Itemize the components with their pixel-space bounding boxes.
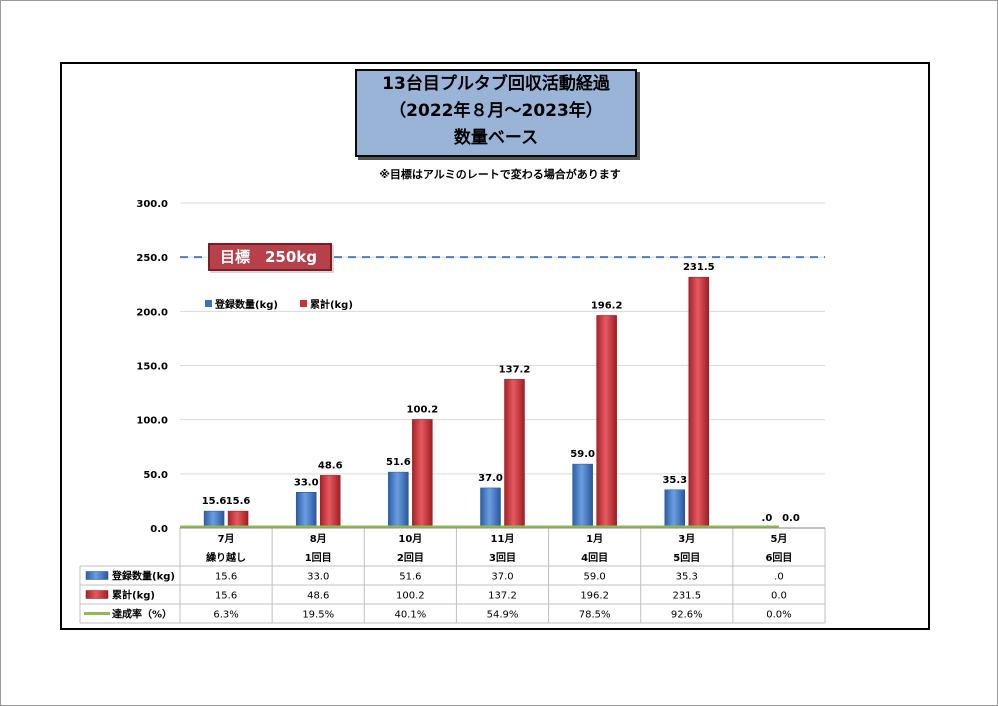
table-cell: 0.0 — [771, 591, 787, 602]
legend-label-registered: 登録数量(kg) — [215, 300, 278, 311]
target-label: 目標 250kg — [208, 243, 332, 271]
subcategory-label: 4回目 — [581, 552, 608, 564]
bar-registered — [572, 463, 593, 529]
table-cell: 19.5% — [302, 610, 334, 621]
category-label: 5月 — [770, 533, 787, 545]
table-cell: 92.6% — [671, 610, 703, 621]
table-series-name: 登録数量(kg) — [111, 570, 175, 583]
bar-cumulative — [227, 510, 249, 529]
bar-cumulative — [596, 315, 617, 529]
y-tick-label: 300.0 — [136, 199, 168, 210]
table-cell: 137.2 — [488, 591, 517, 602]
table-cell: 196.2 — [580, 591, 609, 602]
table-series-name: 達成率（%） — [112, 608, 172, 621]
chart-title-line3: 数量ベース — [453, 128, 539, 148]
category-label: 11月 — [491, 533, 515, 545]
category-label: 1月 — [586, 533, 603, 545]
legend: 登録数量(kg) 累計(kg) — [205, 296, 353, 311]
table-cell: 51.6 — [399, 572, 421, 583]
data-label-cumulative: 196.2 — [591, 300, 623, 311]
bar-registered — [480, 487, 501, 529]
subcategory-label: 6回目 — [765, 552, 792, 564]
chart-note: ※目標はアルミのレートで変わる場合があります — [379, 168, 621, 181]
y-tick-label: 150.0 — [136, 362, 168, 373]
table-cell: 35.3 — [676, 572, 698, 583]
bar-registered — [203, 510, 225, 529]
table-cell: 6.3% — [213, 610, 238, 621]
bar-registered — [664, 489, 686, 529]
legend-label-cumulative: 累計(kg) — [309, 300, 353, 311]
table-cell: 231.5 — [672, 591, 701, 602]
table-cell: 54.9% — [487, 610, 519, 621]
y-tick-label: 200.0 — [136, 307, 168, 318]
legend-swatch-blue — [205, 300, 212, 307]
bar-registered — [388, 471, 409, 529]
subcategory-label: 3回目 — [489, 552, 516, 564]
data-label-cumulative: 48.6 — [318, 460, 343, 471]
subcategory-label: 2回目 — [397, 552, 424, 564]
data-label-cumulative: 100.2 — [407, 404, 439, 415]
table-cell: 48.6 — [307, 591, 329, 602]
table-legend-key — [85, 590, 109, 599]
subcategory-label: 5回目 — [673, 552, 700, 564]
data-label-cumulative: 137.2 — [499, 364, 531, 375]
subcategory-label: 1回目 — [305, 552, 332, 564]
table-cell: 33.0 — [307, 572, 329, 583]
data-label-registered: 59.0 — [570, 449, 595, 460]
data-label-cumulative: 15.6 — [226, 496, 251, 507]
table-legend-key — [85, 571, 109, 580]
legend-item-cumulative: 累計(kg) — [299, 296, 353, 311]
y-tick-label: 0.0 — [150, 524, 168, 535]
legend-item-registered: 登録数量(kg) — [205, 296, 278, 311]
bar-cumulative — [319, 475, 341, 529]
table-cell: 15.6 — [215, 572, 237, 583]
category-label: 7月 — [218, 533, 235, 545]
table-cell: 59.0 — [584, 572, 606, 583]
table-cell: 0.0% — [766, 610, 791, 621]
table-cell: 37.0 — [491, 572, 513, 583]
data-label-registered: 51.6 — [386, 457, 411, 468]
table-cell: 15.6 — [215, 591, 237, 602]
table-cell: 78.5% — [579, 610, 611, 621]
table-cell: 100.2 — [396, 591, 425, 602]
table-cell: 40.1% — [394, 610, 426, 621]
data-label-cumulative: 0.0 — [782, 513, 800, 524]
category-label: 8月 — [310, 533, 327, 545]
y-tick-label: 250.0 — [136, 253, 168, 264]
chart-title-line2: （2022年８月～2023年） — [389, 101, 603, 121]
subcategory-label: 繰り越し — [206, 551, 246, 564]
table-series-name: 累計(kg) — [112, 589, 155, 602]
data-label-registered: 35.3 — [662, 475, 687, 486]
bar-cumulative — [412, 419, 433, 529]
data-label-registered: 37.0 — [478, 473, 503, 484]
category-label: 3月 — [678, 533, 695, 545]
table-cell: .0 — [774, 572, 784, 583]
y-tick-label: 100.0 — [136, 416, 168, 427]
y-tick-label: 50.0 — [143, 470, 168, 481]
data-label-cumulative: 231.5 — [683, 262, 715, 273]
data-label-registered: 33.0 — [294, 477, 319, 488]
chart-title-line1: 13台目プルタブ回収活動経過 — [382, 74, 610, 94]
category-label: 10月 — [398, 533, 422, 545]
legend-swatch-red — [299, 300, 307, 307]
data-label-registered: 15.6 — [202, 496, 227, 507]
bar-cumulative — [504, 379, 525, 529]
bar-cumulative — [688, 276, 710, 529]
chart-title-box: 13台目プルタブ回収活動経過 （2022年８月～2023年） 数量ベース — [355, 69, 637, 157]
bar-registered — [295, 492, 317, 529]
data-label-registered: .0 — [762, 513, 773, 524]
